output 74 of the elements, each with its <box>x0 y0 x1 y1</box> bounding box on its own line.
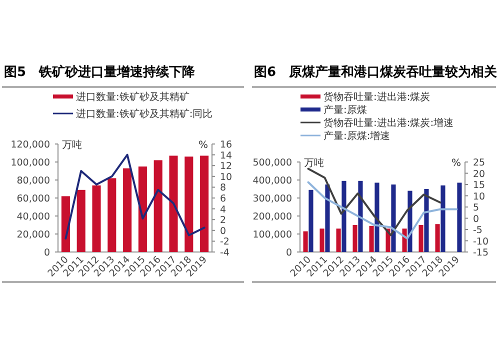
bar <box>320 228 324 252</box>
y-tick-label: 0 <box>44 248 50 258</box>
y2-tick-label: 0 <box>473 214 480 225</box>
y2-tick-label: -10 <box>473 236 489 248</box>
bar <box>92 185 101 252</box>
bar <box>169 156 178 252</box>
bar <box>123 168 132 252</box>
bar <box>154 160 162 252</box>
y-tick-label: 400,000 <box>252 176 292 186</box>
y2-tick-label: 10 <box>473 191 486 202</box>
y2-tick-label: 4 <box>220 204 226 216</box>
y-tick-label: 0 <box>286 248 292 258</box>
y2-tick-label: -4 <box>220 248 230 258</box>
y2-tick-label: 10 <box>220 172 232 183</box>
line-series <box>307 181 458 240</box>
y-tick-label: 100,000 <box>10 158 50 168</box>
y-tick-label: 60,000 <box>16 194 50 204</box>
bar <box>184 156 194 252</box>
y2-tick-label: 0 <box>220 226 226 237</box>
legend-label: 货物吞吐量:进出港:煤炭 <box>324 91 430 103</box>
bar <box>391 184 396 252</box>
bar <box>424 189 429 252</box>
bar <box>435 224 440 252</box>
chart-title: 图6 原煤产量和港口煤炭吞吐量较为相关 <box>254 64 498 80</box>
chart-title: 图5 铁矿砂进口量增速持续下降 <box>4 64 196 80</box>
bar <box>303 231 308 252</box>
y-tick-label: 100,000 <box>252 230 292 240</box>
line-series <box>307 168 442 236</box>
y2-axis-title: % <box>198 140 208 151</box>
y-tick-label: 200,000 <box>252 212 292 222</box>
y-axis-title: 万吨 <box>304 157 324 169</box>
legend-label: 产量:原煤:增速 <box>324 130 390 142</box>
bar <box>342 180 346 252</box>
bar <box>374 182 380 252</box>
y2-tick-label: 12 <box>220 161 232 172</box>
y2-tick-label: -15 <box>473 248 489 258</box>
bar <box>325 184 330 252</box>
legend-label: 产量:原煤 <box>324 104 367 116</box>
legend-label: 进口数量:铁矿砂及其精矿:同比 <box>76 108 213 120</box>
y2-axis-title: % <box>451 158 461 169</box>
bar <box>352 225 358 252</box>
bar <box>457 182 462 252</box>
y2-tick-label: 6 <box>220 194 226 204</box>
y2-tick-label: 15 <box>473 180 486 191</box>
bar <box>440 185 446 252</box>
y-tick-label: 120,000 <box>10 140 50 150</box>
y2-tick-label: 5 <box>473 202 480 214</box>
bar <box>418 225 424 252</box>
bar <box>138 166 147 252</box>
bar <box>308 190 314 252</box>
legend-label: 货物吞吐量:进出港:煤炭:增速 <box>324 117 454 129</box>
bar <box>76 190 86 252</box>
y-tick-label: 40,000 <box>16 212 50 222</box>
y2-tick-label: -2 <box>220 236 230 248</box>
bar <box>358 180 363 252</box>
y2-tick-label: 25 <box>473 158 486 168</box>
bar <box>336 228 341 252</box>
bar <box>369 226 374 252</box>
bar <box>200 156 209 252</box>
y-tick-label: 20,000 <box>16 230 50 240</box>
y-tick-label: 500,000 <box>252 158 292 168</box>
y-axis-title: 万吨 <box>62 139 82 151</box>
y2-tick-label: -5 <box>473 225 482 236</box>
line-series <box>64 154 206 240</box>
y2-tick-label: 2 <box>220 215 226 226</box>
bar <box>108 178 116 252</box>
legend-label: 进口数量:铁矿砂及其精矿 <box>76 91 190 103</box>
y-tick-label: 300,000 <box>252 194 292 204</box>
y2-tick-label: 8 <box>220 182 226 194</box>
bar <box>61 196 70 252</box>
y-tick-label: 80,000 <box>16 176 50 186</box>
y2-tick-label: 16 <box>220 140 232 150</box>
y2-tick-label: 20 <box>473 168 486 180</box>
y2-tick-label: 14 <box>220 150 232 162</box>
